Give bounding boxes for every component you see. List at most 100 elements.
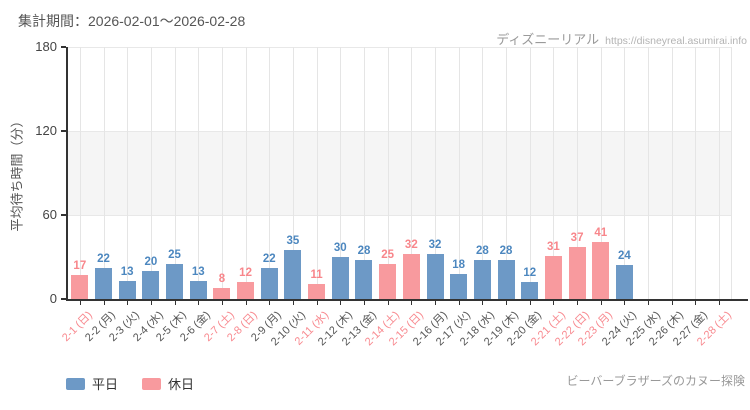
y-tick <box>61 130 66 132</box>
bar[interactable] <box>379 264 397 299</box>
bar[interactable] <box>260 268 278 299</box>
x-gridline <box>671 47 673 299</box>
bar[interactable] <box>473 259 491 299</box>
bar-value-label: 20 <box>144 256 158 268</box>
x-gridline <box>529 47 531 299</box>
bar[interactable] <box>284 250 302 299</box>
x-axis-line <box>66 299 748 301</box>
x-gridline <box>719 47 721 299</box>
bar[interactable] <box>426 254 444 299</box>
bar-value-label: 37 <box>570 232 584 245</box>
bar-value-label: 13 <box>120 265 134 278</box>
x-gridline <box>292 47 294 299</box>
y-gridline <box>68 215 731 216</box>
x-tick <box>198 301 200 305</box>
x-tick <box>648 301 650 305</box>
bar[interactable] <box>118 280 136 299</box>
bar[interactable] <box>331 257 349 299</box>
x-tick <box>529 301 531 305</box>
bar[interactable] <box>71 275 89 299</box>
x-gridline <box>506 47 508 299</box>
bar-value-label: 28 <box>499 244 513 257</box>
report-period-title: 集計期間：2026-02-01～2026-02-28 <box>18 13 246 29</box>
chart-legend: 平日 休日 <box>66 374 194 393</box>
x-gridline <box>458 47 460 299</box>
x-gridline <box>411 47 413 299</box>
bar[interactable] <box>521 282 539 299</box>
y-tick-label: 60 <box>42 207 57 222</box>
y-gridline <box>68 47 731 48</box>
x-tick <box>577 301 579 305</box>
y-tick-label: 120 <box>35 123 57 138</box>
x-tick <box>458 301 460 305</box>
x-gridline <box>648 47 650 299</box>
bar-value-label: 28 <box>357 244 371 257</box>
y-tick <box>61 46 66 48</box>
legend-swatch-icon <box>66 377 85 390</box>
bar-value-label: 18 <box>452 258 466 271</box>
x-gridline <box>363 47 365 299</box>
bar[interactable] <box>189 280 207 299</box>
legend-label: 平日 <box>92 377 119 392</box>
bar-value-label: 32 <box>404 239 418 252</box>
bar-value-label: 22 <box>262 253 276 266</box>
x-tick <box>340 301 342 305</box>
bar[interactable] <box>308 283 326 299</box>
bar[interactable] <box>568 247 586 299</box>
bar-value-label: 17 <box>73 260 87 273</box>
x-gridline <box>731 47 732 299</box>
bar-value-label: 31 <box>547 240 560 253</box>
x-tick <box>363 301 365 305</box>
bar[interactable] <box>615 265 633 299</box>
x-gridline <box>103 47 105 299</box>
bar[interactable] <box>402 254 420 299</box>
x-tick <box>150 301 152 305</box>
x-tick <box>600 301 602 305</box>
bar[interactable] <box>450 273 468 299</box>
legend-item-weekday[interactable]: 平日 <box>66 374 118 393</box>
bar-value-label: 22 <box>97 253 110 266</box>
bar-value-label: 12 <box>523 267 537 280</box>
x-tick <box>221 301 223 305</box>
x-gridline <box>269 47 271 299</box>
bar-value-label: 12 <box>239 267 252 280</box>
x-gridline <box>600 47 602 299</box>
x-gridline <box>127 47 129 299</box>
bar[interactable] <box>95 268 113 299</box>
bar[interactable] <box>544 255 562 299</box>
x-gridline <box>150 47 152 299</box>
y-gridline <box>68 131 731 132</box>
x-tick <box>624 301 626 305</box>
x-tick <box>482 301 484 305</box>
bar[interactable] <box>592 241 610 299</box>
legend-item-holiday[interactable]: 休日 <box>142 374 194 393</box>
y-tick <box>61 298 66 300</box>
y-axis-line <box>66 47 68 301</box>
legend-label: 休日 <box>168 377 195 392</box>
x-gridline <box>387 47 389 299</box>
x-tick <box>245 301 247 305</box>
bar[interactable] <box>355 259 373 299</box>
bar[interactable] <box>166 264 184 299</box>
bar[interactable] <box>497 259 515 299</box>
bar-value-label: 28 <box>475 244 489 257</box>
x-tick <box>127 301 129 305</box>
bar[interactable] <box>237 282 255 299</box>
bar[interactable] <box>142 271 160 299</box>
plot-band <box>68 131 731 215</box>
legend-swatch-icon <box>142 377 162 390</box>
bar-value-label: 24 <box>618 250 631 263</box>
bar-value-label: 32 <box>428 239 442 252</box>
x-gridline <box>435 47 437 299</box>
x-tick <box>435 301 437 305</box>
x-gridline <box>577 47 579 299</box>
x-tick <box>387 301 389 305</box>
x-gridline <box>79 47 81 299</box>
x-tick <box>695 301 697 305</box>
bar[interactable] <box>213 287 231 299</box>
site-url-link[interactable]: https://disneyreal.asumirai.info <box>605 35 747 47</box>
y-tick <box>61 214 66 216</box>
attraction-name: ビーバーブラザーズのカヌー探険 <box>566 374 745 388</box>
x-tick <box>719 301 721 305</box>
